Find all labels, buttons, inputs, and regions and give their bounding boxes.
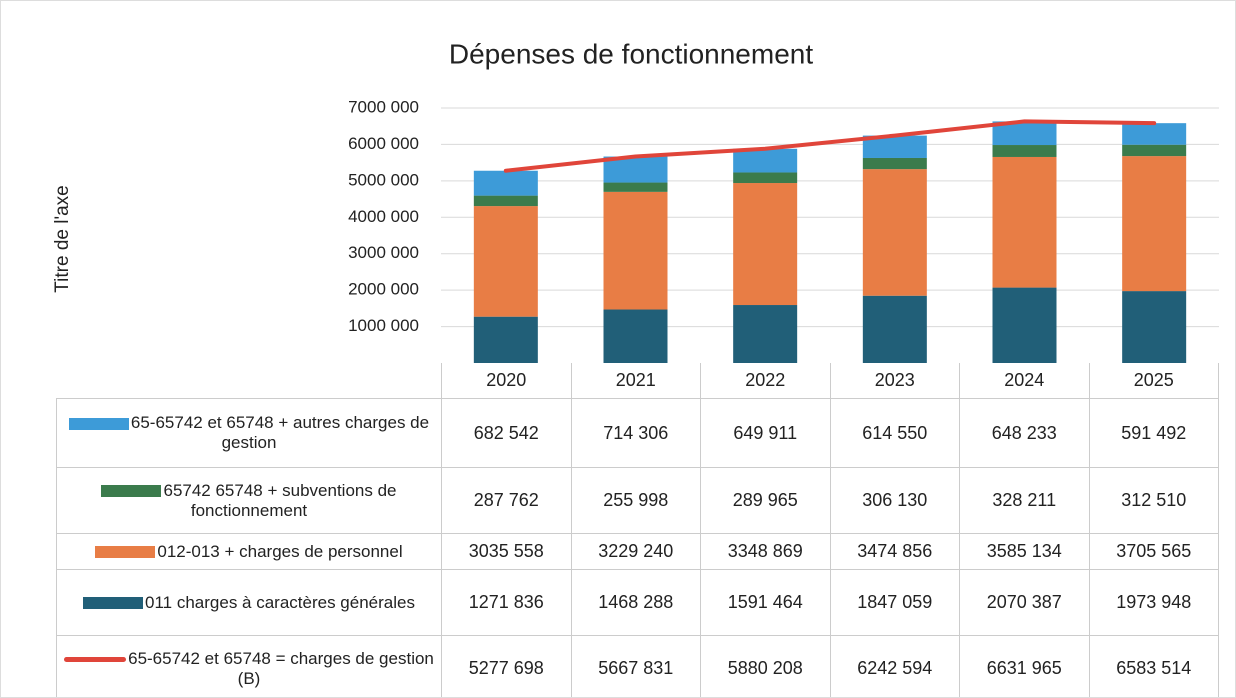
value-label: 3229 240 bbox=[570, 534, 701, 569]
category-label: 2023 bbox=[829, 363, 960, 398]
table-header-row: 2020 2021 2022 2023 2024 2025 bbox=[56, 363, 1219, 398]
value-label: 3585 134 bbox=[959, 534, 1089, 569]
legend-swatch bbox=[95, 546, 156, 559]
value-label: 648 233 bbox=[959, 399, 1089, 467]
bar-segment bbox=[862, 169, 927, 296]
legend-label: 011 charges à caractères générales bbox=[145, 592, 415, 612]
value-label: 614 550 bbox=[829, 399, 960, 467]
bar-segment bbox=[1122, 291, 1187, 363]
bar-segment bbox=[992, 121, 1057, 146]
value-label: 5277 698 bbox=[441, 636, 571, 697]
bar-segment bbox=[603, 182, 668, 192]
value-label: 3474 856 bbox=[829, 534, 960, 569]
data-table: 2020 2021 2022 2023 2024 2025 65-65742 et 6574… bbox=[56, 363, 1219, 697]
value-label: 6242 594 bbox=[829, 636, 960, 697]
value-label: 3705 565 bbox=[1088, 534, 1219, 569]
legend-swatch bbox=[101, 485, 162, 498]
value-label: 714 306 bbox=[570, 399, 701, 467]
legend-entry: 011 charges à caractères générales bbox=[56, 570, 441, 635]
bar-segment bbox=[862, 295, 927, 363]
value-label: 682 542 bbox=[441, 399, 571, 467]
bar-segment bbox=[473, 206, 538, 317]
bar-segment bbox=[733, 148, 798, 173]
value-label: 287 762 bbox=[441, 468, 571, 533]
legend-swatch bbox=[68, 417, 129, 430]
bar-segment bbox=[862, 157, 927, 170]
legend-text-wrap: 012-013 + charges de personnel bbox=[95, 541, 403, 562]
table-row: 011 charges à caractères générales 1271 8… bbox=[56, 569, 1219, 635]
value-label: 1468 288 bbox=[570, 570, 701, 635]
bar-segment bbox=[473, 316, 538, 363]
legend-swatch bbox=[64, 656, 127, 662]
y-tick-label: 1000 000 bbox=[348, 316, 419, 335]
value-label: 649 911 bbox=[700, 399, 830, 467]
table-row: 012-013 + charges de personnel 3035 558 32… bbox=[56, 533, 1219, 569]
value-label: 6631 965 bbox=[959, 636, 1089, 697]
legend-entry: 65-65742 et 65748 + autres charges de ge… bbox=[56, 399, 441, 467]
bar-segment bbox=[603, 191, 668, 310]
bar-segment bbox=[1122, 156, 1187, 292]
bar-segment bbox=[992, 287, 1057, 363]
line-series bbox=[503, 119, 1157, 173]
table-row: 65742 65748 + subventions de fonctionnem… bbox=[56, 467, 1219, 533]
y-axis-label: Titre de l'axe bbox=[52, 185, 73, 292]
table-row: 65-65742 et 65748 = charges de gestion (… bbox=[56, 635, 1219, 697]
value-label: 5880 208 bbox=[700, 636, 830, 697]
legend-entry: 65742 65748 + subventions de fonctionnem… bbox=[56, 468, 441, 533]
value-label: 5667 831 bbox=[570, 636, 701, 697]
value-label: 1591 464 bbox=[700, 570, 830, 635]
table-row: 65-65742 et 65748 + autres charges de ge… bbox=[56, 398, 1219, 467]
legend-entry: 012-013 + charges de personnel bbox=[56, 534, 441, 569]
legend-label: 65-65742 et 65748 + autres charges de ge… bbox=[130, 413, 430, 452]
value-label: 1973 948 bbox=[1088, 570, 1219, 635]
y-tick-label: 7000 000 bbox=[348, 97, 419, 116]
category-label: 2024 bbox=[959, 363, 1089, 398]
legend-label: 012-013 + charges de personnel bbox=[157, 541, 403, 561]
y-tick-label: 6000 000 bbox=[348, 134, 419, 153]
legend-swatch bbox=[83, 597, 144, 610]
bar-segment bbox=[992, 145, 1057, 157]
legend-text-wrap: 011 charges à caractères générales bbox=[83, 593, 415, 613]
table-corner bbox=[56, 363, 441, 398]
value-label: 289 965 bbox=[700, 468, 830, 533]
y-tick-label: 4000 000 bbox=[348, 207, 419, 226]
category-label: 2020 bbox=[441, 363, 571, 398]
bar-segment bbox=[862, 135, 927, 158]
category-label: 2021 bbox=[570, 363, 701, 398]
y-tick-label: 3000 000 bbox=[348, 243, 419, 262]
value-label: 312 510 bbox=[1088, 468, 1219, 533]
bar-segment bbox=[603, 309, 668, 363]
bar-segment bbox=[733, 305, 798, 363]
legend-label: 65-65742 et 65748 = charges de gestion (… bbox=[128, 648, 434, 688]
bar-segment bbox=[473, 170, 538, 196]
value-label: 306 130 bbox=[829, 468, 960, 533]
value-label: 328 211 bbox=[959, 468, 1089, 533]
y-tick-label: 2000 000 bbox=[348, 280, 419, 299]
bar-segment bbox=[1122, 123, 1187, 145]
bar-segment bbox=[1122, 144, 1187, 157]
chart-title: Dépenses de fonctionnement bbox=[449, 38, 813, 69]
legend-entry: 65-65742 et 65748 = charges de gestion (… bbox=[56, 636, 441, 697]
value-label: 591 492 bbox=[1088, 399, 1219, 467]
value-label: 2070 387 bbox=[959, 570, 1089, 635]
value-label: 3035 558 bbox=[441, 534, 571, 569]
bar-segment bbox=[992, 156, 1057, 288]
legend-label: 65742 65748 + subventions de fonctionnem… bbox=[163, 480, 397, 520]
value-label: 3348 869 bbox=[700, 534, 830, 569]
category-label: 2022 bbox=[700, 363, 830, 398]
value-label: 255 998 bbox=[570, 468, 701, 533]
y-tick-label: 5000 000 bbox=[348, 170, 419, 189]
legend-text-wrap: 65-65742 et 65748 = charges de gestion (… bbox=[61, 649, 437, 689]
category-label: 2025 bbox=[1088, 363, 1219, 398]
legend-text-wrap: 65742 65748 + subventions de fonctionnem… bbox=[61, 481, 437, 521]
legend-text-wrap: 65-65742 et 65748 + autres charges de ge… bbox=[61, 413, 437, 453]
value-label: 1847 059 bbox=[829, 570, 960, 635]
value-label: 6583 514 bbox=[1088, 636, 1219, 697]
bar-segment bbox=[473, 195, 538, 207]
bar-segment bbox=[733, 183, 798, 306]
bar-segment bbox=[733, 172, 798, 184]
value-label: 1271 836 bbox=[441, 570, 571, 635]
